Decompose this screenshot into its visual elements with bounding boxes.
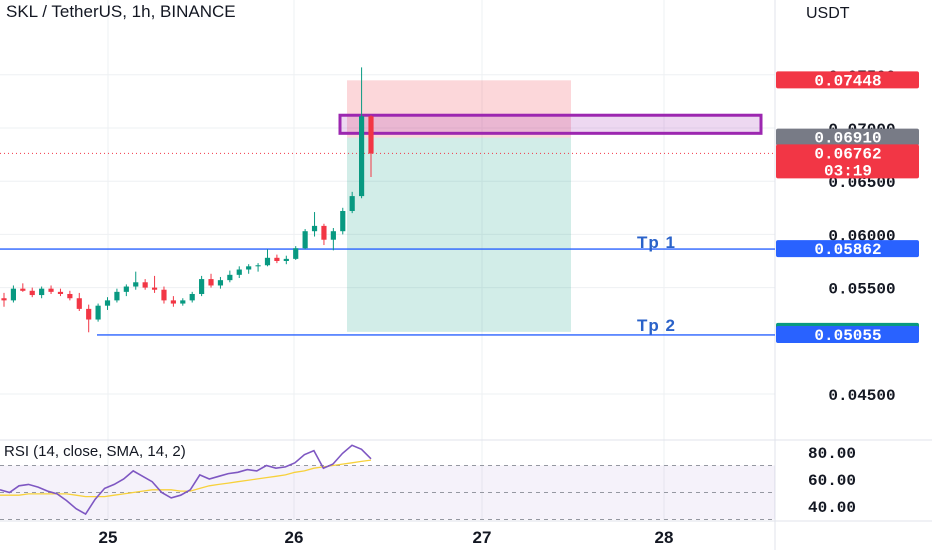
symbol-title[interactable]: SKL / TetherUS, 1h, BINANCE (6, 2, 236, 21)
candle-body (123, 286, 129, 292)
price-badge-label: 0.06762 (814, 145, 881, 163)
candle-body (330, 231, 336, 240)
candle-body (151, 287, 158, 290)
candle-body (57, 291, 64, 294)
price-tick-label: 0.06500 (828, 174, 895, 192)
rsi-tick-label: 80.00 (808, 445, 856, 463)
candle-body (199, 279, 205, 294)
price-badge (776, 128, 919, 146)
stop-loss-zone (347, 80, 571, 138)
candle-body (48, 288, 54, 292)
price-badge (776, 71, 919, 89)
candle-body (189, 293, 195, 301)
entry-zone-box (338, 113, 763, 135)
candle-body (321, 225, 327, 240)
candle-body (246, 266, 252, 270)
candle-body (264, 257, 271, 266)
rsi-tick-label: 40.00 (808, 499, 856, 517)
candle-body (76, 298, 82, 309)
position-zones (338, 80, 763, 332)
rsi-title[interactable]: RSI (14, close, SMA, 14, 2) (4, 443, 186, 460)
candle-body (293, 248, 299, 259)
horizontal-lines (0, 152, 775, 336)
price-badge-label: 0.05055 (814, 327, 881, 345)
rsi-line (0, 444, 372, 516)
candle-body (368, 116, 374, 154)
candle-body (283, 258, 289, 261)
tp1-label: Tp 1 (637, 233, 676, 252)
candle-body (142, 282, 148, 288)
candle-body (311, 225, 318, 232)
candle-body (133, 282, 139, 287)
candle-body (255, 265, 261, 267)
candle-body (208, 279, 214, 286)
candle-body (39, 288, 45, 296)
candle-body (217, 280, 224, 286)
time-tick-label: 28 (655, 528, 674, 547)
price-badge-label: 0.06910 (814, 130, 881, 148)
candle-body (170, 300, 176, 304)
candle-body (161, 289, 167, 301)
candle-body (67, 293, 73, 299)
candle-body (236, 269, 242, 275)
countdown-label: 03:19 (824, 162, 872, 180)
candle-body (104, 300, 111, 306)
rsi-ma-line (0, 459, 372, 498)
candle-body (1, 298, 7, 301)
take-profit-zone (347, 137, 571, 332)
candle-body (302, 231, 308, 249)
price-badge (776, 240, 919, 258)
time-tick-label: 27 (473, 528, 492, 547)
time-tick-label: 26 (285, 528, 304, 547)
candle-body (29, 290, 35, 296)
candle-body (10, 288, 16, 301)
candle-body (274, 257, 280, 261)
price-badge (776, 144, 919, 179)
price-tick-label: 0.05500 (828, 281, 895, 299)
currency-label[interactable]: USDT (806, 5, 850, 22)
price-tick-label: 0.04500 (828, 387, 895, 405)
candle-body (20, 288, 26, 291)
candle-body (86, 308, 92, 320)
candle-body (349, 196, 355, 211)
candle-series (1, 67, 374, 333)
rsi-tick-label: 60.00 (808, 472, 856, 490)
price-badge-label: 0.05862 (814, 241, 881, 259)
price-badge-label: 0.07448 (814, 72, 881, 90)
price-axis[interactable]: 0.075000.070000.065000.060000.055000.045… (776, 68, 919, 405)
candle-body (227, 274, 233, 281)
candle-body (359, 116, 365, 197)
time-tick-label: 25 (99, 528, 118, 547)
candle-body (340, 210, 346, 232)
candle-body (180, 300, 186, 304)
rsi-pane: 80.00 60.00 40.00 (0, 444, 856, 520)
price-badge (776, 325, 919, 343)
candle-body (95, 305, 101, 320)
candle-body (114, 291, 120, 301)
tp2-label: Tp 2 (637, 316, 676, 335)
time-axis[interactable]: 25 26 27 28 (99, 528, 674, 547)
